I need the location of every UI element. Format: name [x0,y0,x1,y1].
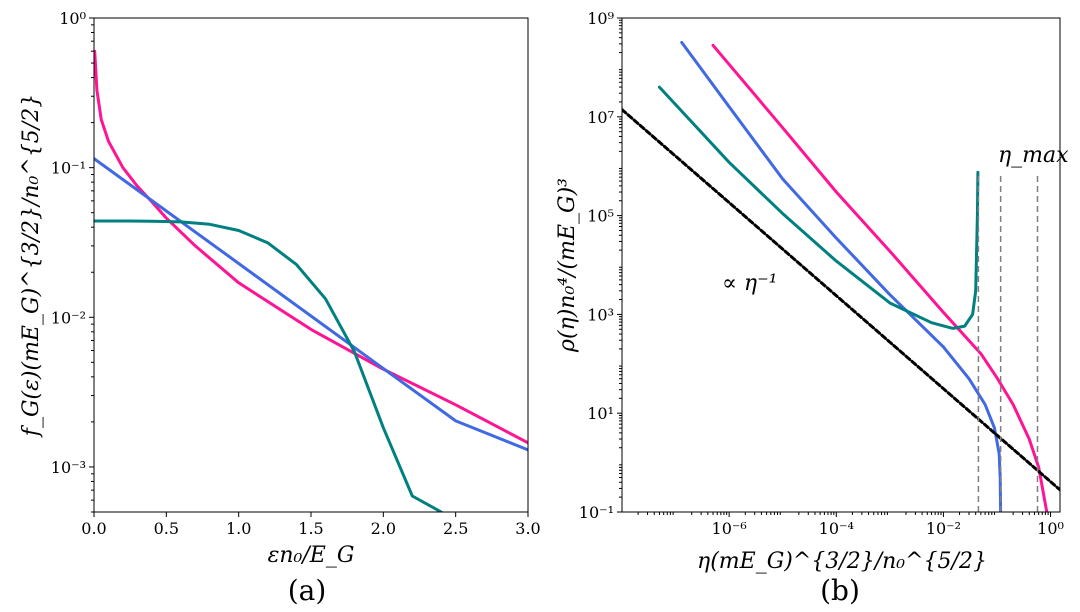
panel-b-y-label: ρ(η)n₀⁴/(mE_G)³ [555,178,580,353]
panel-b-frame [621,17,1061,513]
panel-b-x-label: η(mE_G)^{3/2}/n₀^{5/2} [697,549,987,574]
panel-b-series-blue [680,40,1003,512]
panel-a-series-magenta [94,49,528,445]
panel-b-y-tick-label: 10⁷ [587,108,614,127]
panel-a-ticks: 0.0 0.5 1.0 1.5 2.0 2.5 3.0 10⁻³ 10⁻² 10⁻¹ 10⁰ [51,9,541,538]
panel-b-x-tick-label: 10⁻⁶ [712,519,747,538]
panel-a-x-tick-label: 2.5 [443,519,468,538]
panel-a-x-tick-label: 0.5 [154,519,179,538]
panel-a-y-tick-label: 10⁰ [59,9,86,28]
panel-b-x-tick-label: 10⁻² [926,519,961,538]
panel-a-y-label: f_G(ε)(mE_G)^{3/2}/n₀^{5/2} [19,94,44,438]
panel-b-series-teal [657,85,980,330]
proportional-annotation: ∝ η⁻¹ [722,271,778,296]
panel-b-y-tick-label: 10⁵ [587,207,614,226]
panel-b-y-tick-label: 10¹ [587,404,614,423]
panel-b-series-magenta [711,43,1049,512]
eta-max-annotation: η_max [998,143,1069,168]
panel-b: 10⁻⁶ 10⁻⁴ 10⁻² 10⁰ 10⁻¹ 10¹ 10³ 10⁵ 10⁷ 10⁹ η(mE_… [555,9,1069,607]
panel-a-y-tick-label: 10⁻¹ [51,159,86,178]
panel-b-y-tick-label: 10⁹ [587,9,614,28]
panel-b-x-tick-label: 10⁰ [1037,519,1064,538]
panel-a-series-blue [94,157,528,452]
panel-b-y-tick-label: 10³ [587,305,614,324]
panel-b-label: (b) [820,574,860,607]
panel-a-frame [93,17,529,513]
panel-a-y-tick-label: 10⁻² [51,308,86,327]
panel-a-x-label: εn₀/E_G [268,543,355,568]
panel-b-ticks: 10⁻⁶ 10⁻⁴ 10⁻² 10⁰ 10⁻¹ 10¹ 10³ 10⁵ 10⁷ 10⁹ [579,9,1064,538]
panel-b-series-reference------ [622,108,1060,492]
panel-a-x-tick-label: 1.0 [226,519,251,538]
panel-a-x-tick-label: 1.5 [298,519,323,538]
panel-a-series [94,49,528,512]
panel-a-x-tick-label: 0.0 [81,519,106,538]
panel-a-y-tick-label: 10⁻³ [51,458,86,477]
panel-a-x-tick-label: 2.0 [371,519,396,538]
panel-b-y-tick-label: 10⁻¹ [579,503,614,522]
panel-a-x-tick-label: 3.0 [515,519,540,538]
panel-a-series-teal [94,219,443,512]
panel-b-x-tick-label: 10⁻⁴ [819,519,854,538]
panel-b-series [622,40,1060,512]
panel-a: 0.0 0.5 1.0 1.5 2.0 2.5 3.0 10⁻³ 10⁻² 10⁻¹ 10⁰ εn₀… [19,9,541,607]
panel-a-label: (a) [288,574,327,607]
